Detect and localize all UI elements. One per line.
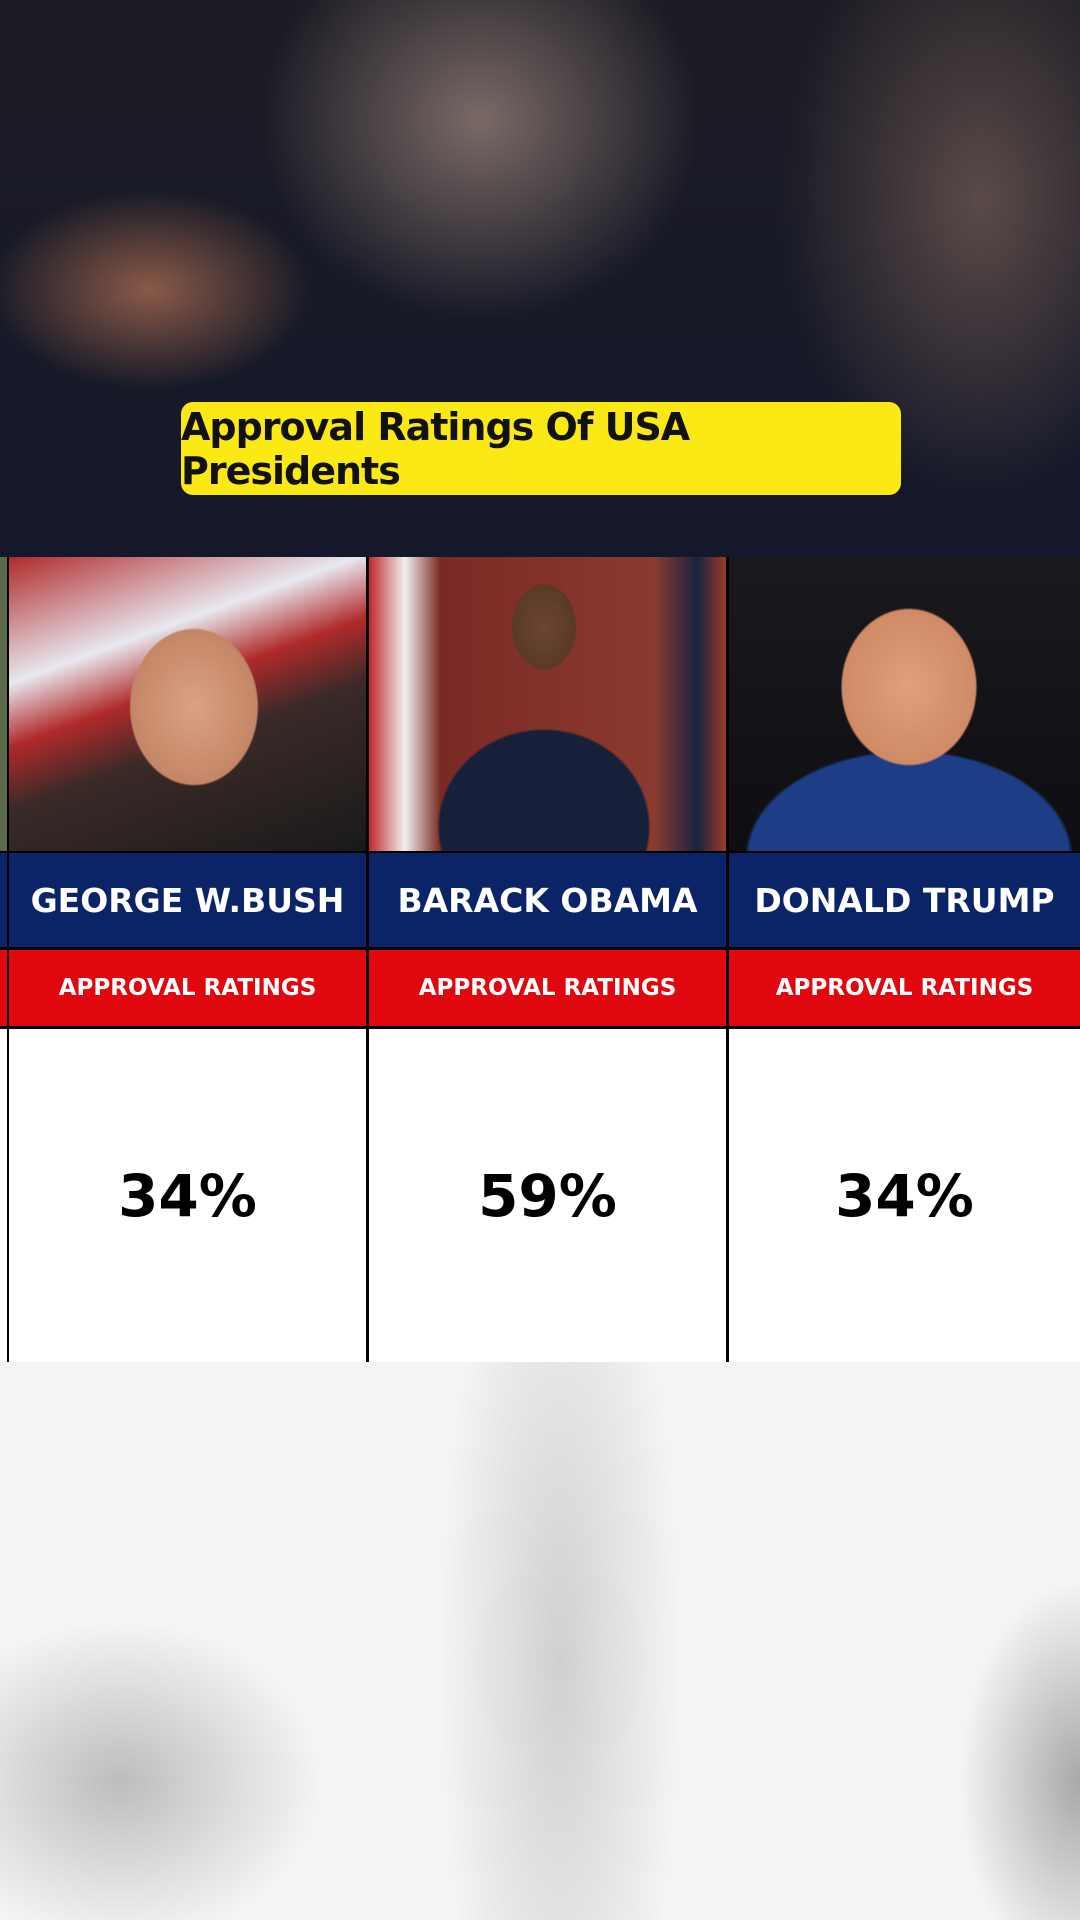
portrait-photo (729, 557, 1080, 851)
portrait-photo (9, 557, 366, 851)
rating-value: 34% (729, 1029, 1080, 1362)
president-column: GEORGE W.BUSH APPROVAL RATINGS 34% (9, 557, 366, 1362)
value-cell (0, 1029, 7, 1362)
rating-label: APPROVAL RATINGS (729, 950, 1080, 1026)
president-column: BARACK OBAMA APPROVAL RATINGS 59% (369, 557, 726, 1362)
president-name: DONALD TRUMP (729, 853, 1080, 947)
photo (0, 557, 7, 851)
president-name: GEORGE W.BUSH (9, 853, 366, 947)
president-column: DONALD TRUMP APPROVAL RATINGS 34% (729, 557, 1080, 1362)
title: Approval Ratings Of USA Presidents (181, 402, 901, 495)
rating-value: 59% (369, 1029, 726, 1362)
portrait-photo (369, 557, 726, 851)
name-bar (0, 853, 7, 947)
rating-label: APPROVAL RATINGS (9, 950, 366, 1026)
president-name: BARACK OBAMA (369, 853, 726, 947)
blurred-background (0, 1362, 1080, 1920)
rating-value: 34% (9, 1029, 366, 1362)
rating-label: APPROVAL RATINGS (369, 950, 726, 1026)
label-bar (0, 950, 7, 1026)
